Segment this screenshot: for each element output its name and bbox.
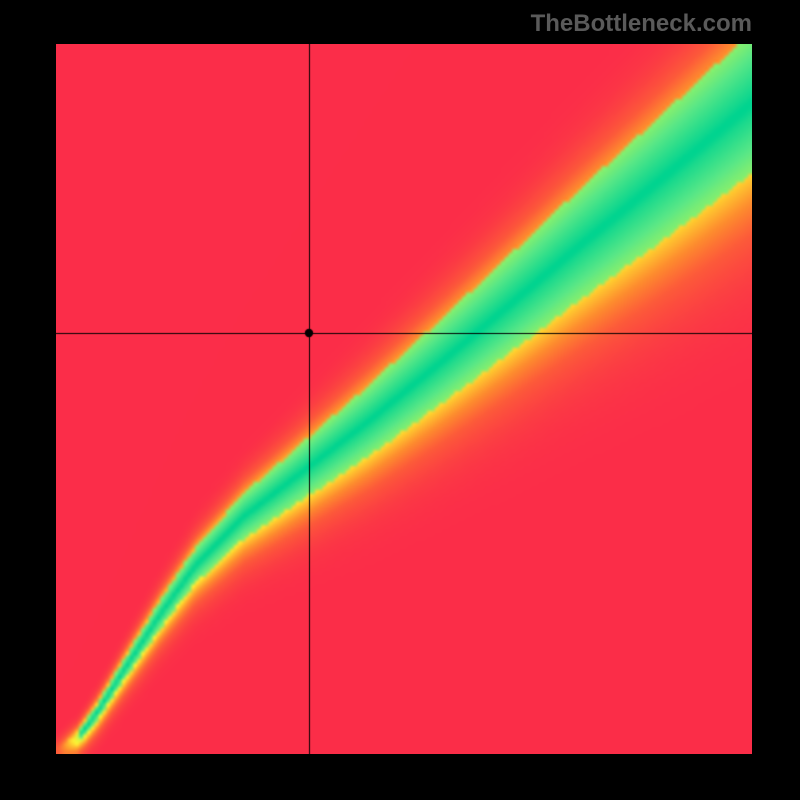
bottleneck-heatmap — [56, 44, 752, 754]
watermark-text: TheBottleneck.com — [531, 10, 752, 38]
